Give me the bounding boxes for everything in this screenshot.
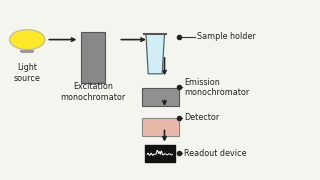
Bar	[142, 88, 179, 106]
Circle shape	[9, 29, 46, 50]
Text: Emission
monochromator: Emission monochromator	[184, 78, 249, 97]
Text: Detector: Detector	[184, 113, 219, 122]
Text: Sample holder: Sample holder	[197, 32, 256, 41]
Text: Light
source: Light source	[14, 63, 41, 83]
Polygon shape	[146, 34, 164, 74]
Polygon shape	[149, 35, 161, 73]
Bar	[142, 118, 179, 136]
Bar	[81, 32, 105, 83]
Bar	[145, 145, 175, 162]
Text: Readout device: Readout device	[184, 149, 246, 158]
Circle shape	[10, 30, 45, 50]
Text: Excitation
monochromator: Excitation monochromator	[60, 82, 125, 102]
